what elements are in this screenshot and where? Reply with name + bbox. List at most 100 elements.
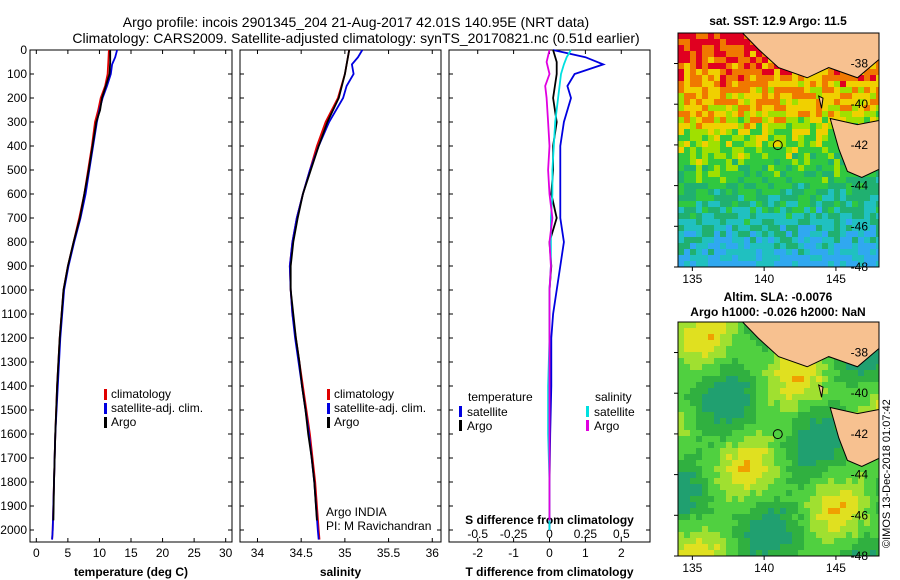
map-cell <box>786 219 793 226</box>
map-cell <box>744 195 751 202</box>
map-cell <box>756 538 763 545</box>
map-cell <box>756 249 763 256</box>
map-cell <box>786 129 793 136</box>
map-cell <box>678 550 685 556</box>
map-cell <box>870 261 877 267</box>
legend-label: satellite-adj. clim. <box>334 401 426 415</box>
map-cell <box>684 249 691 256</box>
map-cell <box>732 490 739 497</box>
map-cell <box>678 45 685 52</box>
map-cell <box>738 129 745 136</box>
map-cell <box>870 514 877 521</box>
map-cell <box>822 430 829 437</box>
map-cell <box>798 532 805 539</box>
map-cell <box>840 370 847 377</box>
map-cell <box>684 340 691 347</box>
map-cell <box>822 436 829 443</box>
map-cell <box>726 346 733 353</box>
map-cell <box>780 99 787 106</box>
map-cell <box>762 141 769 148</box>
map-cell <box>756 243 763 250</box>
map-cell <box>780 532 787 539</box>
map-cell <box>876 105 879 112</box>
map-cell <box>738 231 745 238</box>
map-cell <box>750 171 757 178</box>
map-cell <box>756 370 763 377</box>
map-cell <box>786 249 793 256</box>
map-cell <box>792 370 799 377</box>
map-cell <box>774 412 781 419</box>
map-cell <box>696 105 703 112</box>
map-cell <box>786 159 793 166</box>
map-cell <box>792 406 799 413</box>
map-cell <box>726 448 733 455</box>
map-cell <box>774 388 781 395</box>
map-cell <box>822 189 829 196</box>
map-cell <box>726 153 733 160</box>
map-cell <box>864 508 871 515</box>
map-cell <box>816 189 823 196</box>
map-cell <box>852 526 859 533</box>
map-cell <box>732 177 739 184</box>
map-cell <box>738 123 745 130</box>
map-cell <box>852 538 859 545</box>
map-cell <box>870 213 877 220</box>
legend-swatch <box>104 417 107 428</box>
map-cell <box>840 538 847 545</box>
map-cell <box>822 219 829 226</box>
map-cell <box>738 484 745 491</box>
map-cell <box>708 424 715 431</box>
map-cell <box>864 99 871 106</box>
map-cell <box>828 484 835 491</box>
map-cell <box>810 237 817 244</box>
map-cell <box>828 388 835 395</box>
map-cell <box>708 436 715 443</box>
map-cell <box>816 484 823 491</box>
map-cell <box>840 189 847 196</box>
map-cell <box>750 436 757 443</box>
map-cell <box>684 388 691 395</box>
map-cell <box>834 231 841 238</box>
map-cell <box>678 99 685 106</box>
lat-tick-label: -46 <box>851 219 869 233</box>
map-cell <box>780 376 787 383</box>
map-cell <box>792 394 799 401</box>
map-cell <box>726 340 733 347</box>
map-cell <box>870 460 877 467</box>
map-cell <box>738 165 745 172</box>
map-cell <box>750 442 757 449</box>
map-cell <box>834 177 841 184</box>
map-cell <box>738 442 745 449</box>
map-cell <box>774 424 781 431</box>
map-cell <box>738 466 745 473</box>
map-cell <box>762 526 769 533</box>
map-cell <box>678 39 685 46</box>
map-cell <box>756 219 763 226</box>
map-cell <box>786 165 793 172</box>
map-cell <box>798 424 805 431</box>
map-cell <box>870 111 877 118</box>
map-cell <box>714 219 721 226</box>
map-cell <box>852 400 859 407</box>
map-cell <box>822 484 829 491</box>
map-cell <box>774 442 781 449</box>
map-cell <box>768 141 775 148</box>
map-cell <box>678 57 685 64</box>
depth-tick-label: 100 <box>7 67 27 81</box>
map-cell <box>804 454 811 461</box>
map-cell <box>744 340 751 347</box>
map-cell <box>684 376 691 383</box>
series-line-temperature-satellite <box>548 49 606 530</box>
map-cell <box>714 328 721 335</box>
map-cell <box>858 81 865 88</box>
map-cell <box>774 69 781 76</box>
map-cell <box>762 478 769 485</box>
map-cell <box>738 141 745 148</box>
map-cell <box>720 508 727 515</box>
map-cell <box>738 460 745 467</box>
map-cell <box>768 129 775 136</box>
map-cell <box>852 394 859 401</box>
map-cell <box>678 219 685 226</box>
map-cell <box>804 484 811 491</box>
